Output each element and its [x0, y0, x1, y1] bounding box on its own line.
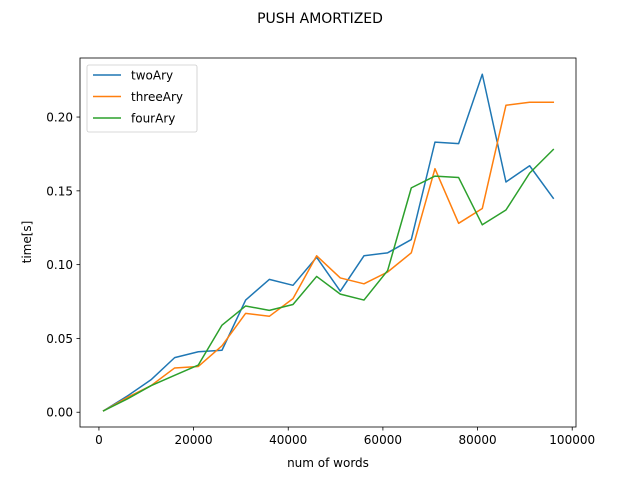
y-tick-label: 0.15: [46, 184, 73, 198]
y-tick-label: 0.10: [46, 258, 73, 272]
legend-box: [86, 64, 198, 133]
legend: twoAry threeAry fourAry: [86, 64, 198, 133]
x-tick-label: 60000: [364, 433, 402, 447]
x-axis: 0 20000 40000 60000 80000 100000: [95, 427, 595, 447]
y-axis: 0.00 0.05 0.10 0.15 0.20: [46, 111, 80, 420]
legend-label-fourAry: fourAry: [131, 112, 175, 126]
x-tick-label: 80000: [458, 433, 496, 447]
y-tick-label: 0.05: [46, 332, 73, 346]
x-tick-label: 100000: [549, 433, 595, 447]
chart-title: PUSH AMORTIZED: [257, 11, 383, 27]
legend-label-twoAry: twoAry: [131, 69, 173, 83]
series-line-threeAry: [102, 101, 555, 412]
plot-area-frame: [79, 57, 577, 428]
y-tick-label: 0.00: [46, 406, 73, 420]
x-axis-label: num of words: [287, 456, 369, 470]
series-line-twoAry: [102, 73, 555, 412]
series-line-fourAry: [102, 148, 555, 412]
legend-label-threeAry: threeAry: [131, 90, 183, 104]
x-tick-label: 20000: [174, 433, 212, 447]
x-tick-label: 40000: [269, 433, 307, 447]
x-tick-label: 0: [95, 433, 103, 447]
y-tick-label: 0.20: [46, 111, 73, 125]
series-lines: [102, 73, 555, 412]
y-axis-label: time[s]: [20, 221, 34, 264]
